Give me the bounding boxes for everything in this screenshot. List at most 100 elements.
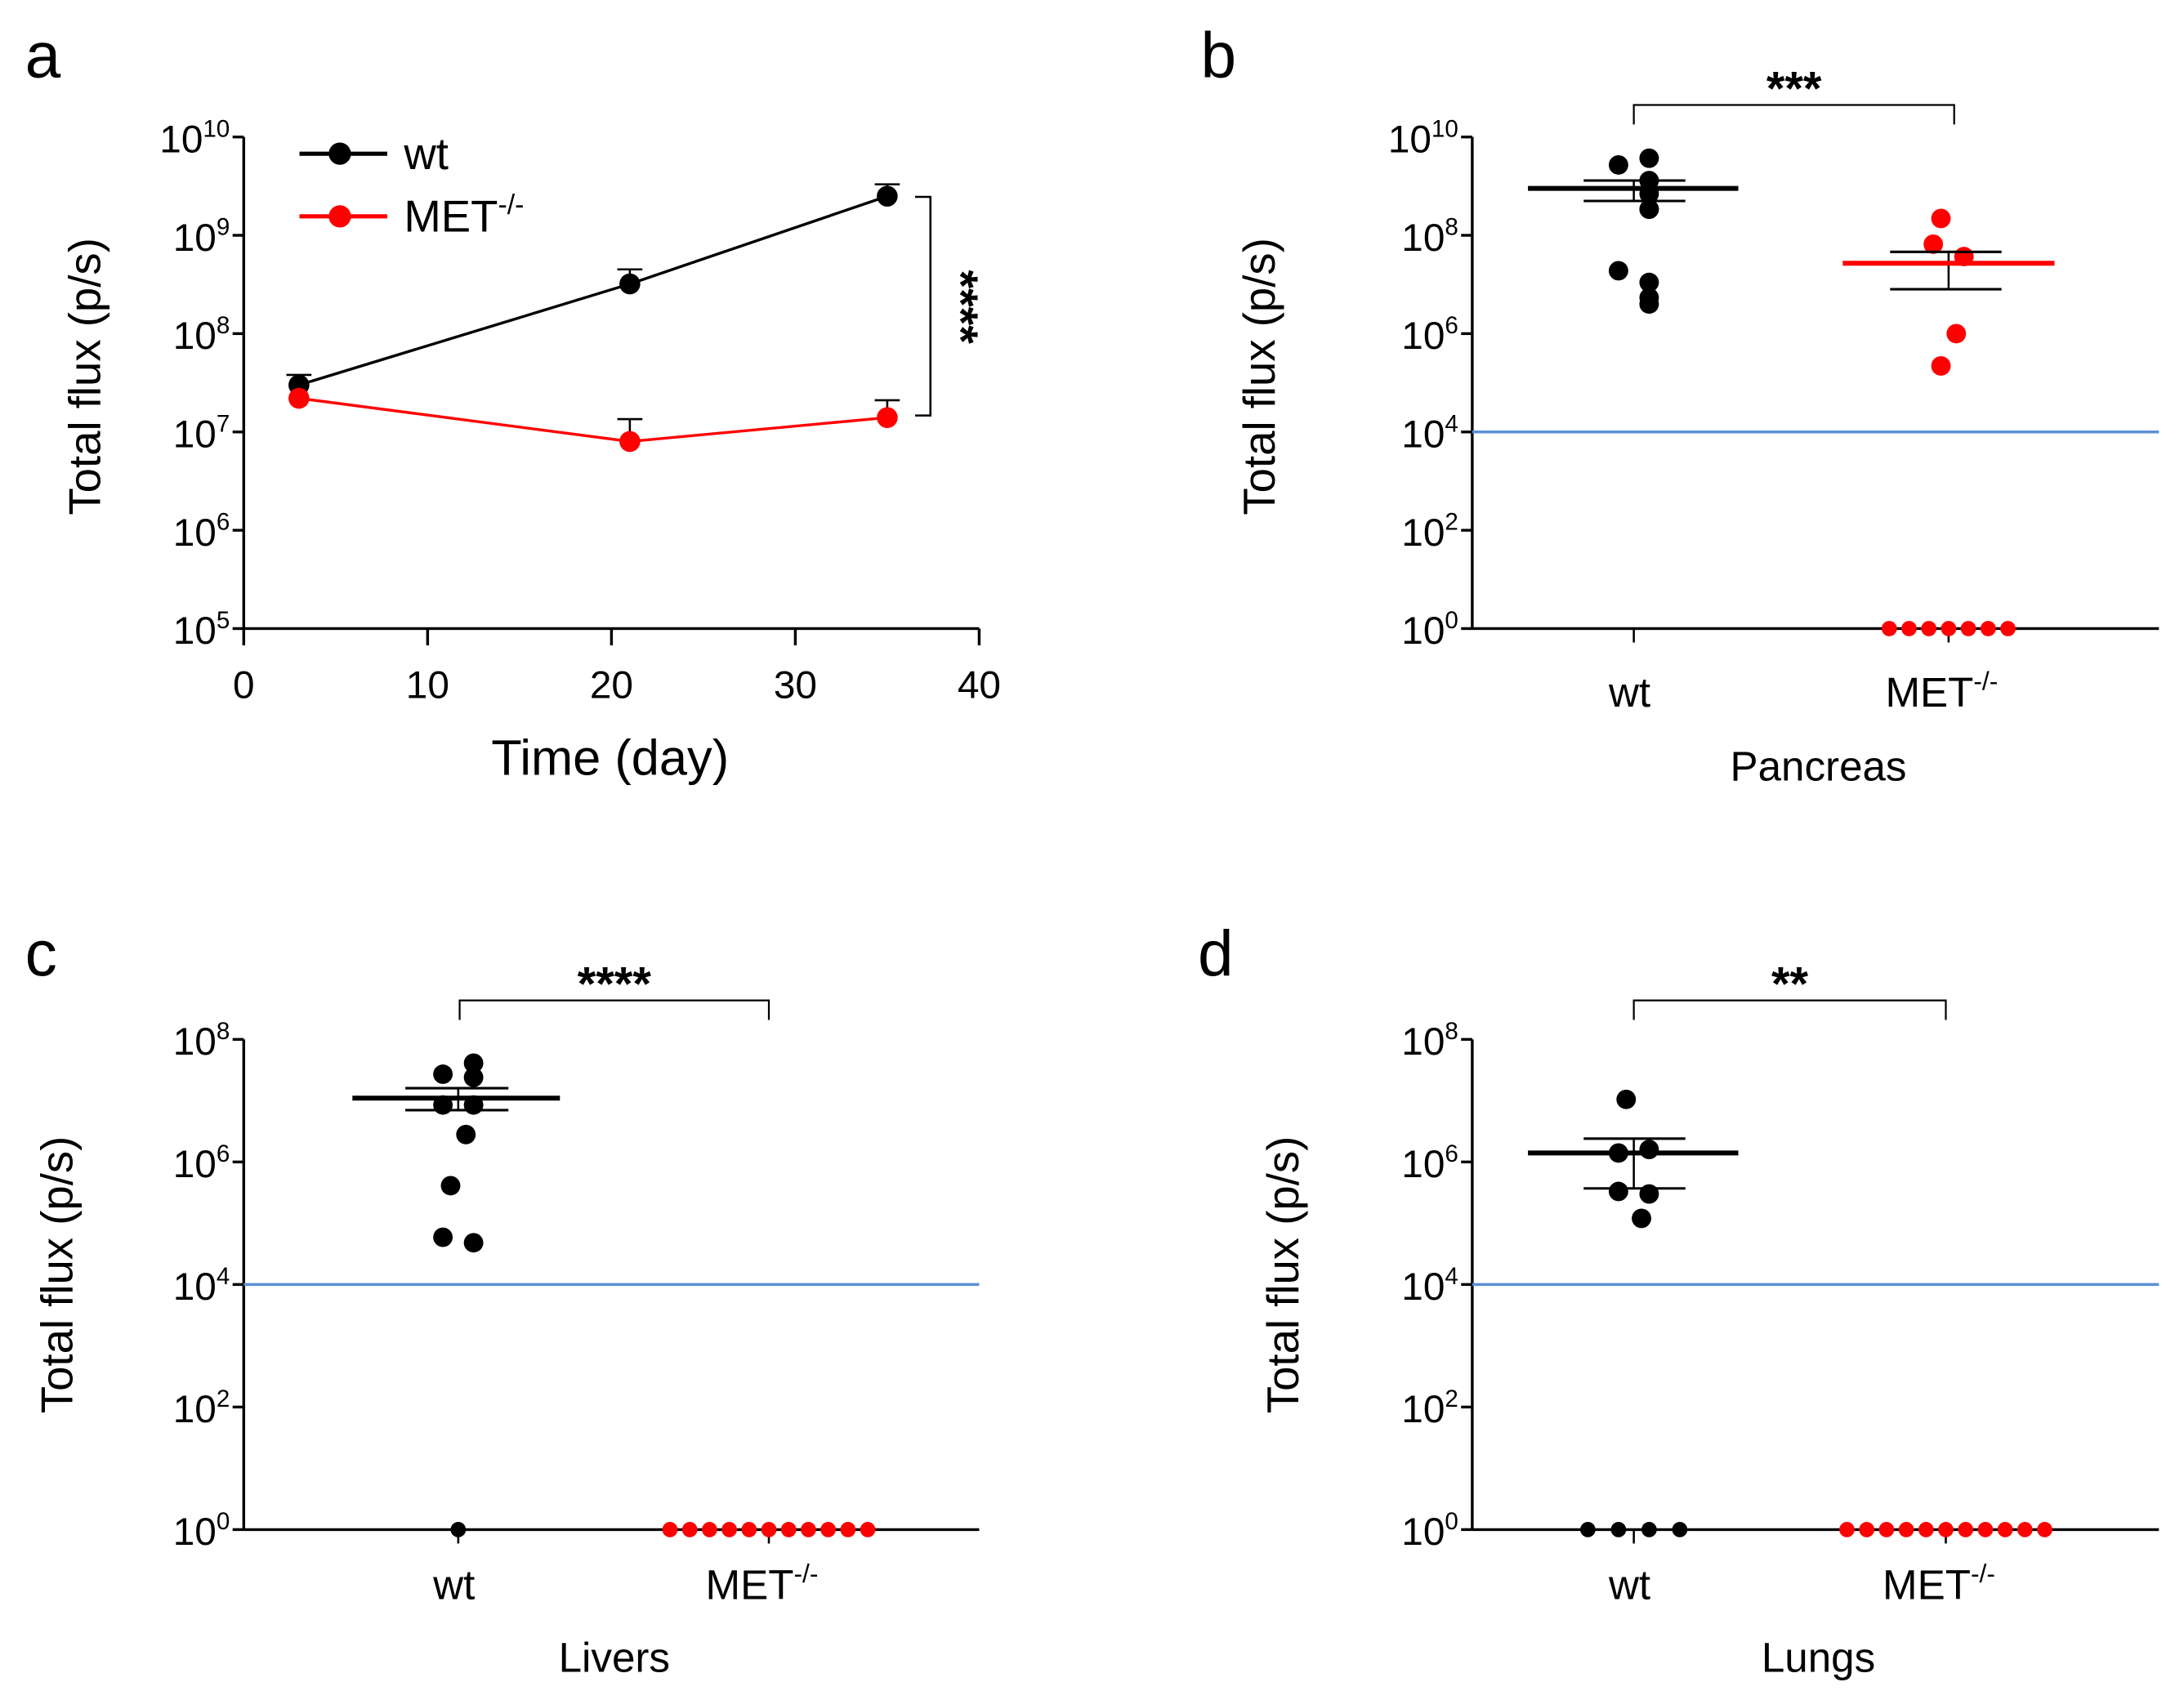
y-tick-label: 107 xyxy=(173,410,230,456)
category-label: wt xyxy=(1608,669,1650,716)
data-point-wt xyxy=(1608,154,1628,175)
data-point-wt xyxy=(877,185,898,207)
data-point-wt xyxy=(619,273,641,295)
y-tick-label-base: 10 xyxy=(1388,118,1431,161)
y-tick-label-base: 10 xyxy=(173,1143,217,1186)
y-tick-label-base: 10 xyxy=(173,216,217,260)
category-label-superscript: -/- xyxy=(1973,666,1998,695)
category-label-superscript: -/- xyxy=(793,1559,818,1588)
y-tick-label: 105 xyxy=(173,607,230,653)
x-axis-label: Time (day) xyxy=(491,730,729,786)
legend-label: wt xyxy=(403,129,449,179)
legend-label: MET-/- xyxy=(404,190,524,242)
significance-bracket xyxy=(915,195,932,417)
y-tick-label-superscript: 0 xyxy=(217,1508,230,1535)
y-axis-label: Total flux (p/s) xyxy=(60,238,110,515)
y-tick-label-superscript: 8 xyxy=(1445,214,1458,241)
category-label: wt xyxy=(1608,1562,1650,1609)
x-tick-label: 30 xyxy=(774,664,817,707)
x-axis-label: Lungs xyxy=(1762,1634,1875,1680)
x-tick-label: 40 xyxy=(958,664,1001,707)
y-tick-label-superscript: 10 xyxy=(203,115,230,142)
data-point-met xyxy=(761,1522,777,1537)
data-point-wt xyxy=(440,1176,461,1196)
y-tick-label-base: 10 xyxy=(1401,1510,1445,1554)
panel-letter: b xyxy=(1200,19,1236,91)
y-tick-label-superscript: 2 xyxy=(217,1385,230,1412)
y-tick-label-base: 10 xyxy=(159,118,203,161)
y-tick-label: 1010 xyxy=(1388,115,1458,161)
legend-label-base: MET xyxy=(404,192,498,242)
data-point-met xyxy=(288,387,310,409)
data-point-met xyxy=(1941,621,1957,636)
legend-marker xyxy=(328,142,351,165)
x-tick-label: 20 xyxy=(590,664,633,707)
data-point-met xyxy=(662,1522,678,1537)
data-point-met xyxy=(1938,1522,1954,1537)
y-tick-label-base: 10 xyxy=(173,1020,217,1064)
y-tick-label-superscript: 9 xyxy=(217,214,230,241)
data-point-wt xyxy=(1608,1181,1628,1202)
data-point-met xyxy=(702,1522,717,1537)
data-point-met xyxy=(1960,621,1976,636)
category-label: MET-/- xyxy=(1885,666,1998,715)
y-tick-label: 104 xyxy=(1401,410,1458,456)
y-tick-label-base: 10 xyxy=(173,413,217,456)
category-label-base: MET xyxy=(1885,669,1973,716)
y-tick-label-superscript: 8 xyxy=(217,312,230,339)
data-point-met xyxy=(2000,621,2016,636)
data-point-met xyxy=(1839,1522,1855,1537)
y-tick-label: 102 xyxy=(1401,509,1458,555)
category-label-base: MET xyxy=(1883,1562,1971,1609)
data-point-met xyxy=(2037,1522,2052,1537)
y-tick-label-superscript: 10 xyxy=(1431,115,1458,142)
y-tick-label: 104 xyxy=(1401,1263,1458,1309)
data-point-wt xyxy=(433,1227,453,1247)
y-tick-label-base: 10 xyxy=(173,511,217,555)
data-point-wt xyxy=(463,1053,484,1073)
y-tick-label-superscript: 0 xyxy=(1445,1508,1458,1535)
y-tick-label: 109 xyxy=(173,214,230,260)
y-tick-label: 108 xyxy=(1401,1018,1458,1064)
significance-stars: ** xyxy=(1771,959,1809,1011)
y-axis-label: Total flux (p/s) xyxy=(1258,1136,1308,1414)
category-label-superscript: -/- xyxy=(1971,1559,1995,1588)
significance-stars: **** xyxy=(934,270,986,345)
panel-letter: a xyxy=(25,19,61,91)
y-tick-label-base: 10 xyxy=(1401,1265,1445,1309)
y-tick-label-superscript: 8 xyxy=(217,1018,230,1045)
data-point-met xyxy=(1859,1522,1875,1537)
category-label-base: wt xyxy=(432,1562,475,1609)
data-point-met xyxy=(1878,1522,1895,1537)
data-point-wt xyxy=(1632,1208,1651,1229)
legend-label-base: wt xyxy=(403,129,449,179)
y-tick-label-base: 10 xyxy=(1401,1388,1445,1431)
y-tick-label: 108 xyxy=(173,1018,230,1064)
data-point-met xyxy=(1881,621,1897,636)
y-tick-label: 106 xyxy=(1401,312,1458,358)
y-tick-label-superscript: 7 xyxy=(217,410,230,437)
significance-bracket xyxy=(1632,999,1947,1020)
data-point-wt xyxy=(1580,1522,1596,1537)
series-line-met xyxy=(298,396,888,444)
significance-bracket xyxy=(1632,104,1955,125)
data-point-met xyxy=(1977,1522,1994,1537)
y-tick-label: 106 xyxy=(1401,1140,1458,1186)
data-point-met xyxy=(721,1522,737,1537)
y-tick-label-base: 10 xyxy=(173,1388,217,1431)
data-point-met xyxy=(1958,1522,1974,1537)
y-tick-label: 104 xyxy=(173,1263,230,1309)
category-label-base: wt xyxy=(1608,669,1650,716)
y-tick-label-base: 10 xyxy=(1401,1020,1445,1064)
data-point-wt xyxy=(456,1124,476,1144)
data-point-met xyxy=(1921,621,1937,636)
data-point-met xyxy=(860,1522,876,1537)
y-tick-label: 106 xyxy=(173,509,230,555)
category-label: MET-/- xyxy=(1883,1559,1995,1608)
data-point-met xyxy=(840,1522,856,1537)
category-label: wt xyxy=(432,1562,475,1609)
data-point-met xyxy=(1980,621,1996,636)
data-point-met xyxy=(780,1522,797,1537)
data-point-wt xyxy=(1641,1522,1657,1537)
y-tick-label-superscript: 6 xyxy=(217,1140,230,1167)
